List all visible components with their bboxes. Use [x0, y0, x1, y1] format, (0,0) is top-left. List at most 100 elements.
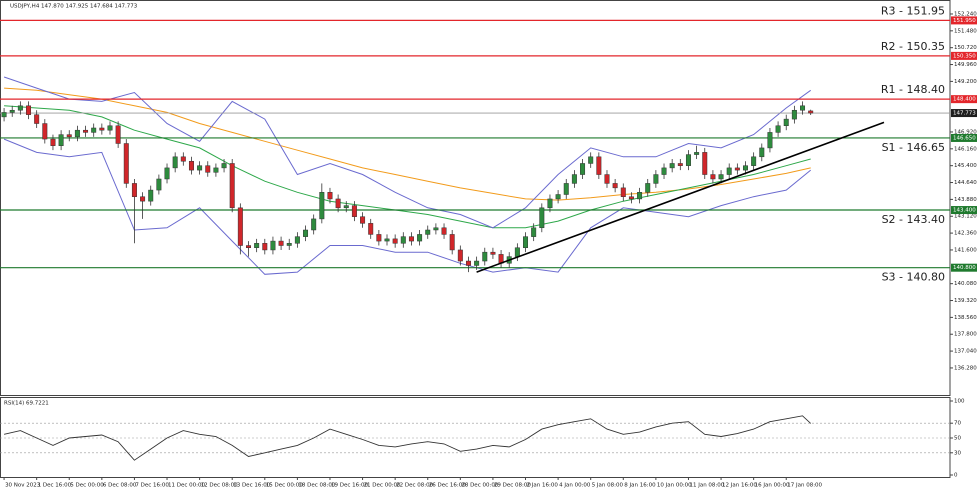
- candle-body: [360, 216, 366, 224]
- candle-body: [303, 229, 309, 237]
- x-tick-label: 18 Dec 08:00: [298, 483, 335, 489]
- candle-body: [246, 245, 251, 248]
- y-tick-label: 136.280: [954, 365, 977, 371]
- candle-body: [596, 156, 602, 175]
- candle-body: [262, 243, 268, 251]
- candle-body: [490, 251, 496, 255]
- candle-body: [351, 205, 357, 217]
- candle-body: [457, 249, 463, 262]
- candle-body: [140, 196, 146, 202]
- x-tick-label: 19 Dec 16:00: [331, 483, 368, 489]
- candle-body: [99, 127, 105, 131]
- y-tick-label: 139.320: [954, 298, 977, 304]
- candle-body: [270, 240, 276, 251]
- candle-body: [254, 243, 260, 248]
- candle-body: [702, 152, 708, 175]
- level-box: [951, 206, 977, 215]
- y-tick-label: 152.240: [954, 11, 977, 17]
- x-tick-label: 26 Dec 16:00: [429, 483, 466, 489]
- candle-body: [408, 236, 414, 242]
- level-box-label: 140.800: [953, 265, 976, 271]
- main-panel-frame: [0, 0, 951, 396]
- candle-body: [710, 174, 716, 180]
- y-tick-label: 150.720: [954, 45, 977, 51]
- candle-body: [376, 234, 382, 242]
- y-tick-label: 140.080: [954, 281, 977, 287]
- y-tick-label: 142.360: [954, 231, 977, 237]
- candle-body: [172, 156, 178, 169]
- candle-body: [474, 260, 480, 266]
- candle-body: [286, 243, 292, 246]
- candle-body: [115, 125, 121, 144]
- candle-body: [571, 174, 577, 184]
- candle-body: [26, 105, 32, 115]
- candle-body: [653, 174, 659, 184]
- chart-title: USDJPY,H4 147.870 147.925 147.684 147.77…: [10, 4, 138, 10]
- candle-body: [783, 118, 789, 127]
- indicator-line: [4, 87, 811, 201]
- candle-body: [294, 236, 300, 244]
- candle-body: [66, 134, 72, 138]
- x-tick-label: 5 Dec 00:00: [70, 483, 104, 489]
- level-box: [951, 51, 977, 60]
- rsi-line: [4, 415, 812, 461]
- level-box-label: 143.400: [953, 208, 976, 214]
- x-tick-label: 28 Dec 00:00: [461, 483, 498, 489]
- candle-body: [677, 163, 683, 166]
- y-tick-label: 137.040: [954, 349, 977, 355]
- candle-body: [50, 138, 56, 146]
- y-tick-label: 30: [954, 450, 961, 456]
- x-tick-label: 22 Dec 08:00: [396, 483, 433, 489]
- level-box-label: 146.650: [953, 135, 976, 141]
- level-box: [951, 16, 977, 25]
- candle-body: [441, 227, 447, 235]
- level-box: [951, 95, 977, 104]
- candle-body: [237, 207, 243, 246]
- x-tick-label: 8 Jan 16:00: [624, 483, 656, 489]
- candle-body: [523, 236, 529, 248]
- candle-body: [156, 178, 162, 191]
- x-tick-label: 5 Jan 08:00: [592, 483, 624, 489]
- x-tick-label: 6 Dec 08:00: [103, 483, 137, 489]
- indicator-line: [4, 105, 811, 229]
- candle-body: [694, 152, 700, 155]
- candle-body: [148, 189, 154, 202]
- level-box-label: 148.400: [953, 97, 976, 103]
- candle-body: [604, 174, 610, 184]
- candle-body: [213, 167, 219, 173]
- candle-body: [465, 260, 471, 266]
- y-tick-label: 137.800: [954, 332, 977, 338]
- candle-body: [343, 205, 349, 209]
- y-tick-label: 151.480: [954, 28, 977, 34]
- candle-body: [400, 236, 406, 244]
- candle-body: [425, 229, 431, 235]
- level-name: R1 - 148.40: [881, 83, 945, 96]
- candle-body: [164, 167, 170, 180]
- x-tick-label: 29 Dec 08:00: [494, 483, 531, 489]
- candle-body: [131, 183, 137, 197]
- y-tick-label: 141.600: [954, 247, 977, 253]
- level-box: [951, 263, 977, 272]
- candle-body: [107, 125, 113, 131]
- candle-body: [726, 167, 732, 175]
- x-tick-label: 12 Dec 08:00: [201, 483, 238, 489]
- x-tick-label: 15 Dec 00:00: [266, 483, 303, 489]
- candle-body: [311, 218, 317, 231]
- x-tick-label: 10 Jan 00:00: [657, 483, 692, 489]
- candle-body: [669, 163, 675, 169]
- candle-body: [612, 183, 618, 189]
- candle-body: [808, 110, 814, 114]
- candle-body: [42, 123, 48, 140]
- candle-body: [547, 198, 553, 209]
- candle-body: [384, 238, 390, 242]
- candle-body: [205, 165, 211, 173]
- candle-body: [123, 143, 129, 184]
- candle-body: [775, 125, 781, 133]
- y-tick-label: 70: [954, 421, 961, 427]
- candle-body: [718, 174, 724, 180]
- x-tick-label: 1 Dec 16:00: [38, 483, 72, 489]
- x-tick-label: 30 Nov 2023: [5, 483, 41, 489]
- indicator-line: [3, 76, 811, 229]
- x-tick-label: 17 Jan 08:00: [787, 483, 822, 489]
